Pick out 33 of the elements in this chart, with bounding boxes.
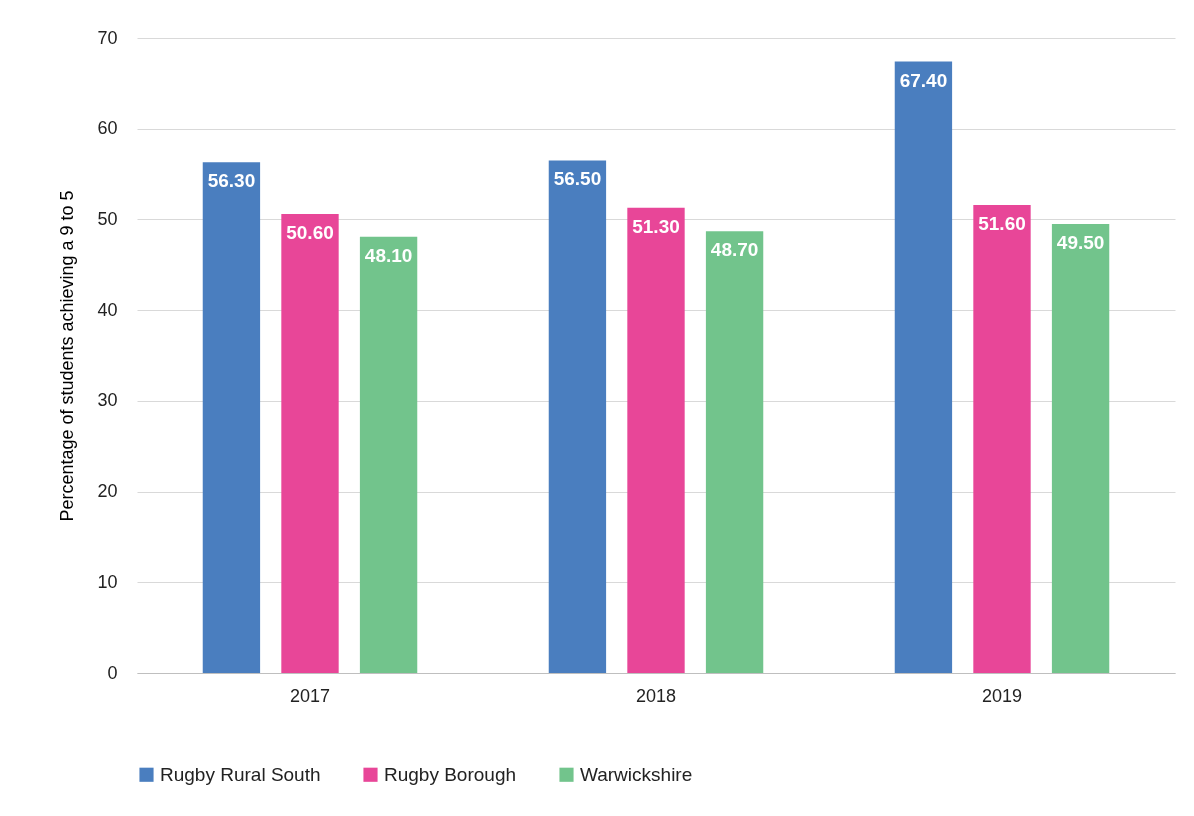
y-tick-label: 30 bbox=[97, 390, 118, 411]
y-tick-label: 70 bbox=[97, 27, 118, 48]
data-label: 50.60 bbox=[286, 221, 334, 243]
y-tick-label: 0 bbox=[107, 662, 118, 683]
data-label: 51.30 bbox=[632, 215, 680, 237]
data-label: 67.40 bbox=[899, 69, 948, 91]
x-tick-label: 2019 bbox=[981, 685, 1023, 706]
data-label: 48.70 bbox=[710, 239, 759, 261]
bar bbox=[548, 160, 607, 673]
bar bbox=[1051, 223, 1110, 673]
legend-label: Rugby Rural South bbox=[160, 763, 321, 785]
data-label: 56.30 bbox=[207, 170, 256, 192]
y-tick-label: 40 bbox=[97, 299, 118, 320]
y-tick-label: 10 bbox=[97, 571, 118, 592]
y-axis-title: Percentage of students achieving a 9 to 5 bbox=[57, 190, 78, 522]
bar bbox=[973, 204, 1031, 673]
data-label: 48.10 bbox=[364, 244, 413, 266]
bar bbox=[894, 61, 953, 673]
x-tick-label: 2017 bbox=[289, 685, 331, 706]
bar bbox=[627, 207, 685, 673]
bar bbox=[705, 231, 764, 673]
data-label: 56.50 bbox=[553, 168, 602, 190]
legend-label: Rugby Borough bbox=[384, 763, 517, 785]
y-tick-label: 50 bbox=[97, 208, 118, 229]
bar bbox=[281, 213, 339, 673]
bar bbox=[202, 162, 261, 673]
y-tick-label: 20 bbox=[97, 481, 118, 502]
data-label: 49.50 bbox=[1056, 231, 1105, 253]
legend-label: Warwickshire bbox=[580, 763, 693, 785]
bar bbox=[359, 236, 418, 673]
y-tick-label: 60 bbox=[97, 118, 118, 139]
x-tick-label: 2018 bbox=[635, 685, 677, 706]
data-label: 51.60 bbox=[978, 212, 1026, 234]
